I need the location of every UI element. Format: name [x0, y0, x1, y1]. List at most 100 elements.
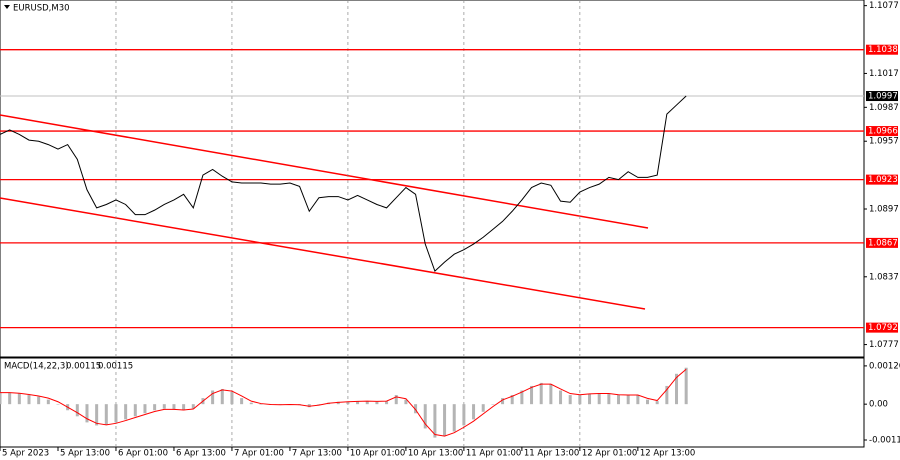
- macd-bar: [240, 398, 244, 405]
- macd-bar: [414, 404, 418, 414]
- macd-bar: [75, 404, 79, 417]
- macd-bar: [539, 382, 543, 405]
- x-tick-label: 6 Apr 13:00: [176, 449, 226, 459]
- macd-bar: [104, 404, 108, 425]
- macd-bar: [307, 404, 311, 408]
- macd-bar: [588, 393, 592, 405]
- x-tick-label: 7 Apr 01:00: [234, 449, 284, 459]
- level-label: 1.0923: [868, 175, 898, 185]
- macd-signal-value: 0.00115: [98, 362, 133, 372]
- y-tick-label: 0.00: [869, 400, 888, 410]
- level-label-box: [866, 174, 898, 185]
- y-tick-label: 1.0897: [869, 205, 899, 215]
- y-tick-label: 1.0957: [869, 137, 899, 147]
- macd-bar: [317, 404, 321, 405]
- macd-bar: [17, 393, 21, 405]
- macd-bar: [95, 404, 99, 426]
- macd-bar: [462, 404, 466, 426]
- macd-bar: [220, 388, 224, 405]
- macd-bar: [336, 401, 340, 405]
- macd-bar: [153, 404, 157, 411]
- macd-bar: [365, 401, 369, 405]
- price-line: [0, 95, 687, 273]
- macd-bar: [665, 385, 669, 405]
- level-label-box: [866, 126, 898, 137]
- y-tick-label: 1.0777: [869, 340, 899, 350]
- macd-bar: [37, 396, 41, 405]
- macd-bar: [452, 404, 456, 432]
- y-tick-label: -0.00118: [869, 436, 900, 446]
- macd-bar: [124, 404, 128, 420]
- x-tick-label: 5 Apr 13:00: [60, 449, 110, 459]
- macd-bar: [568, 395, 572, 405]
- macd-bar: [114, 404, 118, 423]
- macd-bar: [385, 401, 389, 405]
- macd-bar: [143, 404, 147, 414]
- y-tick-label: 0.00126: [869, 361, 900, 371]
- macd-bar: [162, 404, 166, 409]
- macd-bar: [655, 401, 659, 405]
- macd-bar: [617, 395, 621, 405]
- macd-bar: [182, 404, 186, 411]
- y-tick-label: 1.0837: [869, 272, 899, 282]
- macd-bar: [404, 399, 408, 405]
- x-tick-label: 5 Apr 2023: [2, 449, 49, 459]
- level-label-box: [866, 322, 898, 333]
- level-label: 1.0792: [868, 323, 898, 333]
- channel-upper: [0, 114, 649, 229]
- x-tick-label: 10 Apr 13:00: [408, 449, 463, 459]
- macd-bar: [443, 404, 447, 437]
- macd-bar: [684, 367, 688, 405]
- macd-bar: [559, 390, 563, 405]
- macd-bar: [56, 404, 60, 405]
- signal-line: [0, 368, 687, 437]
- menu-triangle: [4, 5, 10, 9]
- level-label: 1.0867: [868, 238, 898, 248]
- channel-lower: [0, 197, 646, 310]
- macd-bar: [481, 404, 485, 412]
- macd-bar: [191, 404, 195, 409]
- y-tick-label: 1.1017: [869, 69, 899, 79]
- current-price-box: [866, 91, 898, 102]
- macd-bar: [133, 404, 137, 417]
- current-price-label: 1.0997: [868, 92, 898, 102]
- y-tick-label: 1.1077: [869, 1, 899, 11]
- macd-bar: [520, 390, 524, 405]
- macd-bar: [530, 385, 534, 405]
- macd-bar: [356, 401, 360, 405]
- level-label-box: [866, 237, 898, 248]
- macd-bar: [549, 384, 553, 405]
- macd-bar: [491, 404, 495, 405]
- macd-bar: [675, 373, 679, 405]
- macd-bar: [510, 395, 514, 405]
- macd-bar: [646, 399, 650, 405]
- macd-bar: [249, 402, 253, 405]
- macd-bar: [46, 399, 50, 405]
- y-tick-label: 1.0987: [869, 103, 899, 113]
- macd-bar: [0, 392, 2, 405]
- macd-bar: [211, 390, 215, 405]
- macd-bar: [501, 398, 505, 405]
- macd-bar: [375, 401, 379, 405]
- macd-bar: [230, 392, 234, 405]
- macd-bar: [597, 393, 601, 405]
- level-label-box: [866, 44, 898, 55]
- macd-bar: [27, 395, 31, 405]
- macd-bar: [259, 404, 263, 405]
- macd-pane: [0, 357, 865, 448]
- macd-bar: [8, 392, 12, 405]
- macd-bar: [85, 404, 89, 423]
- macd-bar: [636, 395, 640, 405]
- x-tick-label: 11 Apr 13:00: [524, 449, 579, 459]
- macd-bar: [346, 401, 350, 405]
- level-label: 1.1038: [868, 45, 898, 55]
- x-tick-label: 6 Apr 01:00: [118, 449, 168, 459]
- macd-bar: [394, 395, 398, 405]
- macd-bar: [172, 404, 176, 410]
- macd-bar: [433, 404, 437, 438]
- macd-bar: [626, 395, 630, 405]
- macd-bar: [578, 395, 582, 405]
- price-pane: [0, 0, 865, 358]
- macd-bar: [472, 404, 476, 420]
